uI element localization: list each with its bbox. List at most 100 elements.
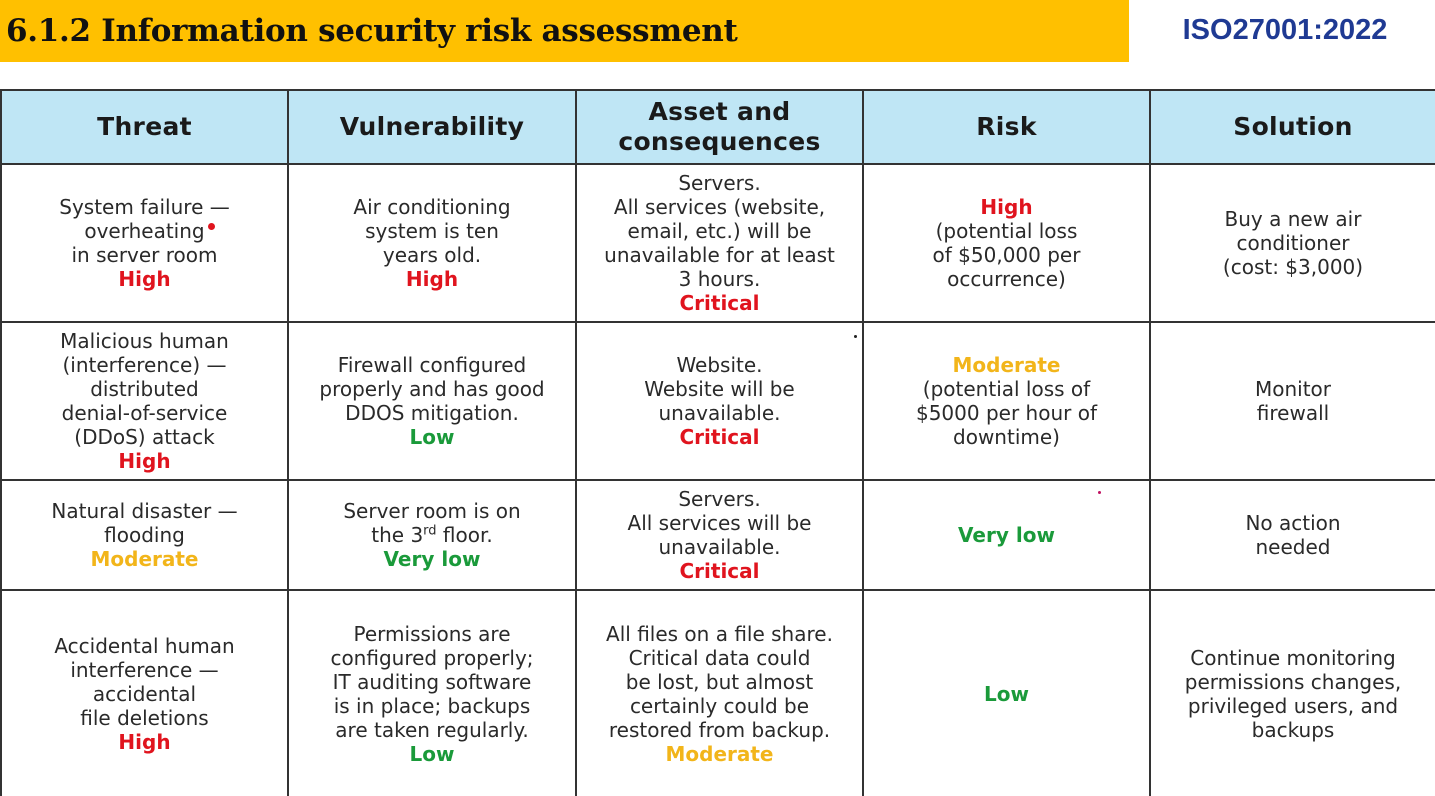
cell-text: floor. xyxy=(436,523,493,547)
table-row: System failure — overheating in server r… xyxy=(0,163,1435,323)
column-header-threat: Threat xyxy=(0,89,289,165)
cell-line: unavailable for at least xyxy=(604,243,835,267)
level-badge: Low xyxy=(409,741,455,766)
cell-line: Servers. xyxy=(678,487,761,511)
cell-line: firewall xyxy=(1256,401,1330,425)
column-header-solution: Solution xyxy=(1149,89,1435,165)
cell-line: email, etc.) will be xyxy=(627,219,812,243)
page-title: 6.1.2 Information security risk assessme… xyxy=(6,13,738,49)
annotation-dot xyxy=(208,223,215,230)
level-badge: Moderate xyxy=(90,547,199,571)
threat-cell: System failure — overheating in server r… xyxy=(0,163,289,323)
threat-cell: Malicious human (interference) — distrib… xyxy=(0,321,289,481)
cell-line: Natural disaster — xyxy=(51,499,238,523)
cell-line: No action xyxy=(1245,511,1341,535)
cell-line: (DDoS) attack xyxy=(74,425,215,449)
asset-cell: Servers. All services will be unavailabl… xyxy=(575,479,864,591)
cell-line: Servers. xyxy=(678,171,761,195)
cell-line: privileged users, and xyxy=(1187,693,1399,718)
risk-cell: Very low xyxy=(862,479,1151,591)
cell-line: accidental xyxy=(92,681,197,706)
ordinal-suffix: rd xyxy=(423,523,437,539)
asset-cell: All files on a file share. Critical data… xyxy=(575,589,864,796)
level-badge: High xyxy=(118,267,171,291)
column-header-asset: Asset and consequences xyxy=(575,89,864,165)
title-bar: 6.1.2 Information security risk assessme… xyxy=(0,0,1129,62)
cell-line: overheating xyxy=(84,219,205,243)
cell-line: downtime) xyxy=(953,425,1060,449)
cell-line: Website. xyxy=(676,353,763,377)
risk-cell: High (potential loss of $50,000 per occu… xyxy=(862,163,1151,323)
threat-cell: Accidental human interference — accident… xyxy=(0,589,289,796)
cell-line: is in place; backups xyxy=(333,693,531,718)
table-row: Malicious human (interference) — distrib… xyxy=(0,321,1435,481)
cell-line: needed xyxy=(1255,535,1331,559)
cell-line: (potential loss xyxy=(935,219,1078,243)
column-header-risk: Risk xyxy=(862,89,1151,165)
level-badge: Low xyxy=(409,425,455,449)
cell-line: system is ten xyxy=(365,219,499,243)
risk-cell: Low xyxy=(862,589,1151,796)
level-badge: High xyxy=(980,195,1033,219)
level-badge: High xyxy=(405,267,459,291)
solution-cell: Continue monitoring permissions changes,… xyxy=(1149,589,1435,796)
cell-line: file deletions xyxy=(80,705,209,730)
cell-line: All files on a file share. xyxy=(606,621,833,646)
cell-line: interference — xyxy=(70,657,219,682)
cell-line: unavailable. xyxy=(658,535,781,559)
cell-line: Website will be xyxy=(644,377,795,401)
table-row: Accidental human interference — accident… xyxy=(0,589,1435,796)
cell-line: Accidental human xyxy=(54,633,235,658)
asset-cell: Servers. All services (website, email, e… xyxy=(575,163,864,323)
cell-line: are taken regularly. xyxy=(335,717,529,742)
solution-cell: Buy a new air conditioner (cost: $3,000) xyxy=(1149,163,1435,323)
cell-line: IT auditing software xyxy=(332,669,532,694)
asset-cell: Website. Website will be unavailable. Cr… xyxy=(575,321,864,481)
table-row: Natural disaster — flooding Moderate Ser… xyxy=(0,479,1435,591)
cell-line: All services (website, xyxy=(613,195,826,219)
level-badge: High xyxy=(118,449,171,473)
level-badge: Critical xyxy=(679,559,760,583)
cell-line: restored from backup. xyxy=(608,717,831,742)
cell-line: Monitor xyxy=(1254,377,1332,401)
cell-line: Server room is on xyxy=(343,499,521,523)
cell-line: of $50,000 per xyxy=(932,243,1081,267)
cell-line: flooding xyxy=(104,523,185,547)
cell-line: Continue monitoring xyxy=(1190,645,1396,670)
vulnerability-cell: Air conditioning system is ten years old… xyxy=(287,163,577,323)
risk-table-container: Threat Vulnerability Asset and consequen… xyxy=(0,89,1435,796)
cell-line: System failure — xyxy=(59,195,230,219)
vulnerability-cell: Permissions are configured properly; IT … xyxy=(287,589,577,796)
vulnerability-cell: Server room is on the 3rd floor. Very lo… xyxy=(287,479,577,591)
cell-line: configured properly; xyxy=(330,645,534,670)
level-badge: Low xyxy=(984,681,1029,706)
solution-cell: No action needed xyxy=(1149,479,1435,591)
annotation-dot xyxy=(1098,491,1101,494)
cell-line: distributed xyxy=(90,377,199,401)
cell-line: 3 hours. xyxy=(678,267,761,291)
level-badge: Very low xyxy=(958,523,1055,547)
cell-line: unavailable. xyxy=(658,401,781,425)
standard-label: ISO27001:2022 xyxy=(1182,14,1388,46)
column-header-asset-text: Asset and consequences xyxy=(618,97,821,156)
cell-line: (potential loss of xyxy=(922,377,1091,401)
cell-line: Critical data could xyxy=(628,645,811,670)
cell-line: conditioner xyxy=(1236,231,1350,255)
level-badge: Moderate xyxy=(665,741,774,766)
risk-assessment-table: Threat Vulnerability Asset and consequen… xyxy=(0,89,1435,796)
cell-line: properly and has good xyxy=(319,377,545,401)
level-badge: High xyxy=(118,729,171,754)
cell-line: in server room xyxy=(71,243,218,267)
cell-line: All services will be xyxy=(627,511,812,535)
cell-line: Firewall configured xyxy=(337,353,527,377)
cell-line: Buy a new air xyxy=(1224,207,1362,231)
risk-cell: Moderate (potential loss of $5000 per ho… xyxy=(862,321,1151,481)
cell-line: $5000 per hour of xyxy=(915,401,1097,425)
cell-line: the 3rd floor. xyxy=(297,523,567,547)
cell-line: DDOS mitigation. xyxy=(345,401,519,425)
level-badge: Critical xyxy=(679,291,760,315)
level-badge: Moderate xyxy=(952,353,1061,377)
table-header-row: Threat Vulnerability Asset and consequen… xyxy=(0,89,1435,165)
cell-text: the 3 xyxy=(371,523,424,547)
cell-line: permissions changes, xyxy=(1184,669,1402,694)
